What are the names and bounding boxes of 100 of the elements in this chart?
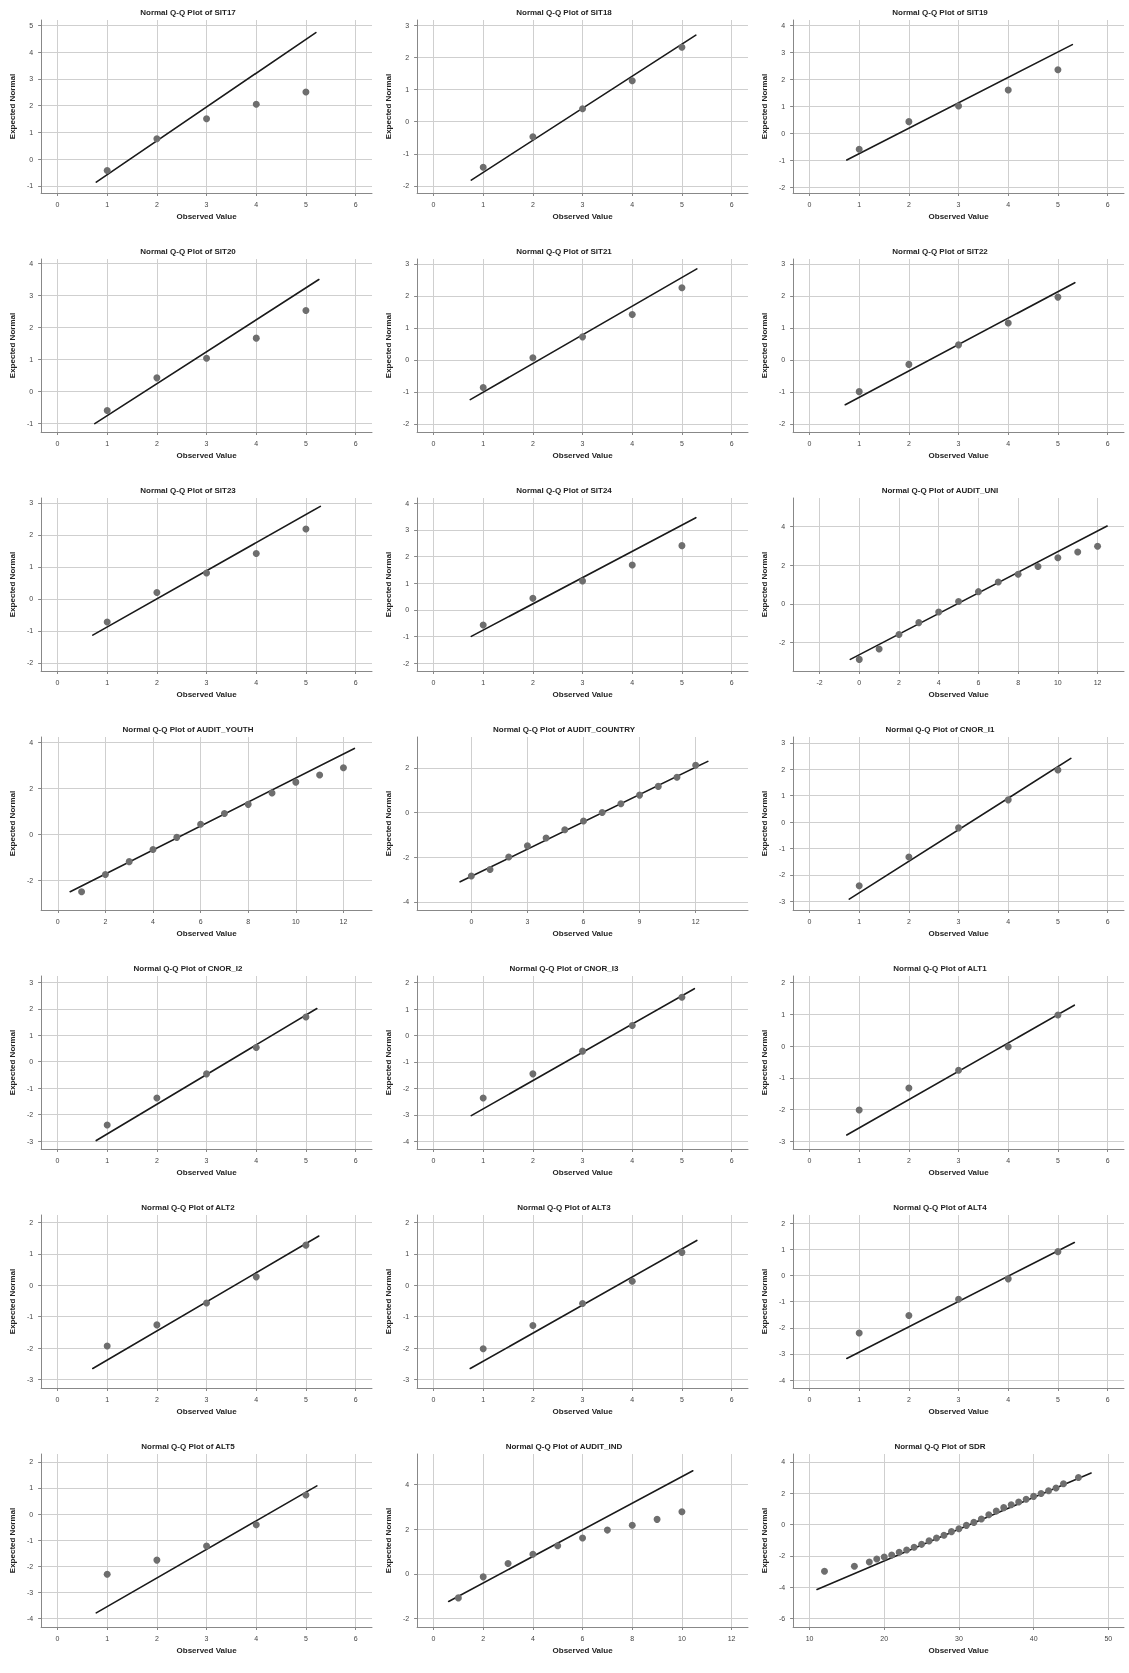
y-axis-title: Expected Normal [759, 1029, 769, 1096]
point [933, 1534, 941, 1542]
point [579, 577, 587, 585]
point [579, 333, 587, 341]
point [955, 1525, 963, 1533]
point [903, 1546, 911, 1554]
point [977, 1515, 985, 1523]
point [905, 853, 913, 861]
y-axis-title: Expected Normal [7, 1507, 17, 1574]
chart-title: Normal Q-Q Plot of SIT18 [516, 7, 613, 17]
y-axis-title: Expected Normal [759, 1268, 769, 1335]
point [905, 360, 913, 368]
point [580, 817, 587, 825]
y-axis-title: Expected Normal [383, 790, 393, 857]
point [292, 778, 300, 786]
point [103, 1121, 111, 1129]
x-axis-title: Observed Value [176, 451, 238, 461]
point [873, 1555, 881, 1563]
point [244, 800, 252, 808]
point [479, 1573, 487, 1581]
point [554, 1542, 562, 1550]
point [654, 782, 662, 790]
x-axis-title: Observed Value [552, 1168, 614, 1178]
chart-title: Normal Q-Q Plot of SIT19 [892, 7, 989, 17]
point [101, 870, 109, 878]
point [940, 1531, 948, 1539]
point [1004, 796, 1012, 804]
point [955, 824, 963, 832]
point [203, 569, 211, 577]
point [78, 888, 86, 896]
point [579, 1047, 587, 1055]
point [153, 1556, 161, 1564]
point [1054, 554, 1062, 562]
point [125, 858, 133, 866]
point [103, 407, 111, 415]
point [673, 773, 681, 781]
point [678, 284, 686, 292]
x-axis-title: Observed Value [928, 1646, 990, 1656]
y-axis-title: Expected Normal [383, 1507, 393, 1574]
chart-title: Normal Q-Q Plot of AUDIT_YOUTH [122, 724, 254, 734]
point [895, 1548, 903, 1556]
point [561, 826, 569, 834]
x-axis-title: Observed Value [552, 1646, 614, 1656]
chart-title: Normal Q-Q Plot of ALT2 [141, 1202, 236, 1212]
point [855, 388, 863, 396]
x-axis-title: Observed Value [928, 212, 990, 222]
point [915, 619, 923, 627]
point [153, 1094, 161, 1102]
chart-title: Normal Q-Q Plot of CNOR_I1 [885, 724, 995, 734]
point [529, 133, 537, 141]
point [220, 810, 228, 818]
chart-title: Normal Q-Q Plot of SIT23 [140, 485, 237, 495]
y-axis-title: Expected Normal [7, 551, 17, 618]
point [579, 105, 587, 113]
x-axis-title: Observed Value [552, 1407, 614, 1417]
point [994, 578, 1002, 586]
point [529, 1070, 537, 1078]
point [529, 354, 537, 362]
point [479, 383, 487, 391]
point [974, 588, 982, 596]
point [1037, 1490, 1045, 1498]
point [1054, 1248, 1062, 1256]
x-axis-title: Observed Value [928, 451, 990, 461]
point [678, 542, 686, 550]
point [628, 1021, 636, 1029]
point [1074, 548, 1082, 556]
y-axis-title: Expected Normal [383, 73, 393, 140]
point [821, 1567, 828, 1575]
point [628, 310, 636, 318]
chart-title: Normal Q-Q Plot of ALT3 [517, 1202, 612, 1212]
point [252, 100, 260, 108]
x-axis-title: Observed Value [176, 929, 238, 939]
chart-title: Normal Q-Q Plot of SIT24 [516, 485, 613, 495]
point [653, 1515, 661, 1523]
point [962, 1521, 970, 1529]
point [504, 1559, 512, 1567]
point [1007, 1501, 1015, 1509]
y-axis-title: Expected Normal [383, 551, 393, 618]
y-axis-title: Expected Normal [383, 1268, 393, 1335]
point [955, 102, 963, 110]
point [855, 882, 863, 890]
point [1045, 1487, 1053, 1495]
point [935, 608, 943, 616]
point [467, 872, 475, 880]
point [252, 549, 260, 557]
point [1054, 66, 1062, 74]
point [203, 115, 211, 123]
y-axis-title: Expected Normal [7, 790, 17, 857]
y-axis-title: Expected Normal [7, 1268, 17, 1335]
x-axis-title: Observed Value [176, 1646, 238, 1656]
point [628, 1277, 636, 1285]
point [678, 43, 686, 51]
point [302, 307, 310, 315]
point [910, 1543, 918, 1551]
point [918, 1540, 926, 1548]
point [678, 1508, 686, 1516]
point [1014, 570, 1022, 578]
x-axis-title: Observed Value [928, 1407, 990, 1417]
point [692, 761, 700, 769]
point [479, 1094, 487, 1102]
